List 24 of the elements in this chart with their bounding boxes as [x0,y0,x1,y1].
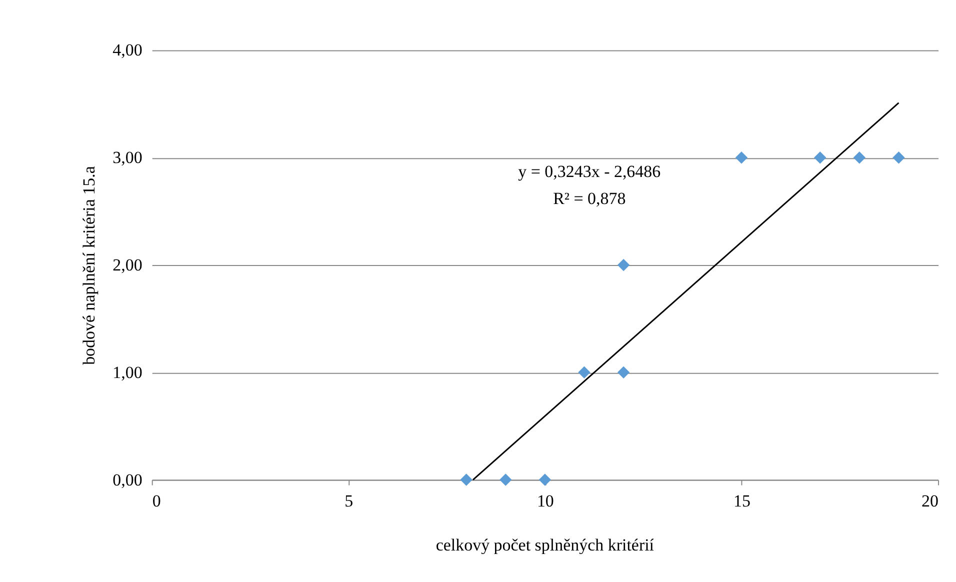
point [460,474,472,486]
annotation: y = 0,3243x - 2,6486 [518,162,661,182]
annotation: R² = 0,878 [553,189,626,208]
y-tick-label: 4,00 [112,40,142,60]
point [500,474,512,486]
x-tick-label: 10 [536,491,554,510]
point [578,366,590,379]
y-axis-title: bodové naplnění kritéria 15.a [80,166,99,365]
point [538,474,552,486]
x-tick-label: 5 [344,491,354,510]
x-tick-label: 0 [152,491,161,510]
y-tick-label: 3,00 [112,148,142,168]
point [814,152,826,164]
y-tick-label: 1,00 [112,362,142,382]
point [617,258,630,272]
x-tick-label: 15 [733,491,750,510]
point [892,152,905,164]
point [735,152,748,164]
y-tick-label: 0,00 [112,470,142,490]
x-tick-label: 20 [922,491,939,510]
y-tick-label: 2,00 [112,256,142,275]
point [617,366,630,379]
x-axis-title: celkový počet splněných kritérií [436,536,654,555]
point [853,152,866,164]
